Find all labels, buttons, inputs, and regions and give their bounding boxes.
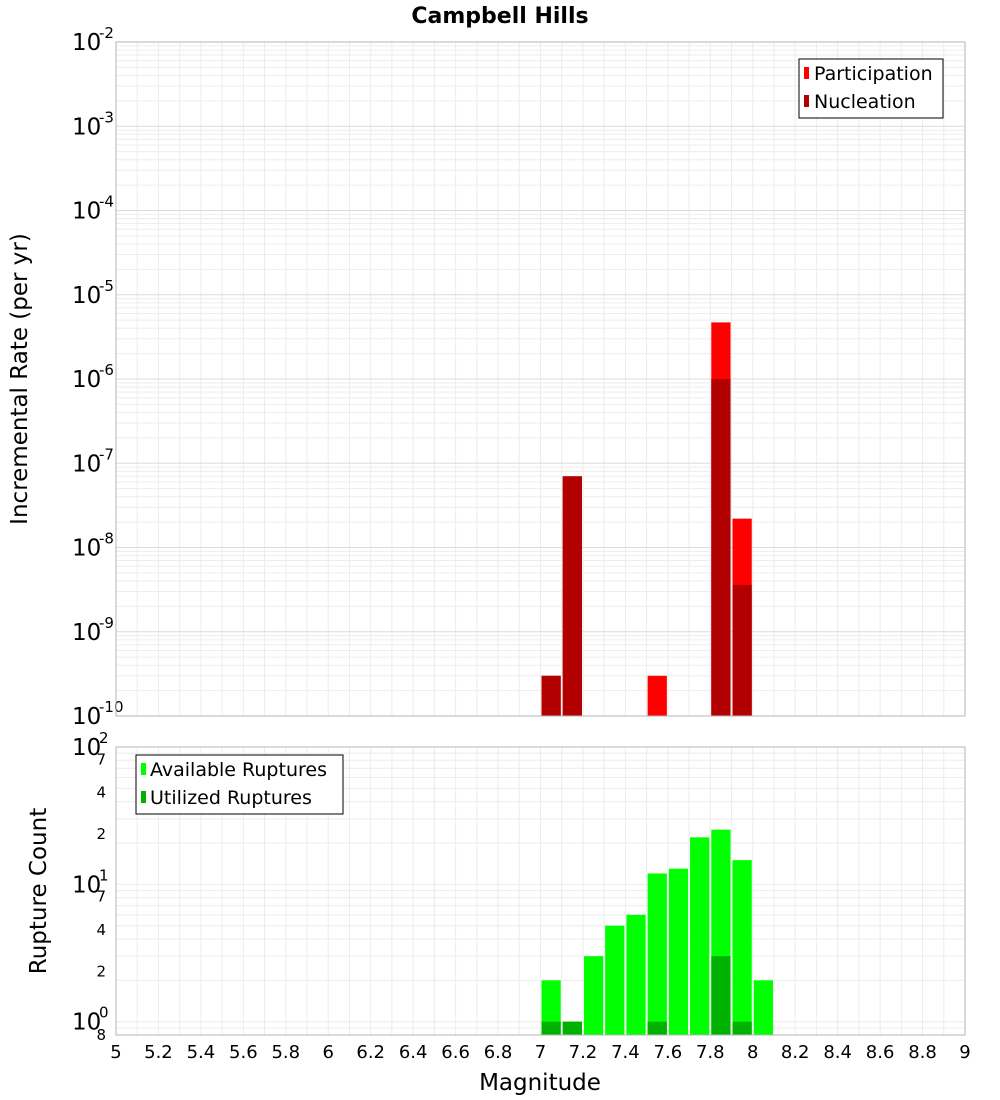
x-tick-label: 7.4	[611, 1042, 640, 1063]
utilized-ruptures-bar	[541, 1021, 561, 1035]
x-tick-label: 7.2	[569, 1042, 598, 1063]
count-y-minor-tick-label: 4	[96, 921, 106, 939]
count-y-minor-tick-label: 7	[96, 750, 106, 768]
legend-label-utilized: Utilized Ruptures	[150, 787, 312, 809]
rate-y-tick-exponent: -7	[99, 445, 114, 463]
rate-y-tick-label: 10	[72, 199, 101, 225]
available-ruptures-bar	[583, 956, 604, 1035]
count-y-tick-exponent: 2	[99, 729, 109, 747]
utilized-ruptures-bar	[732, 1021, 752, 1035]
available-ruptures-bar	[626, 914, 646, 1035]
rate-y-axis-label: Incremental Rate (per yr)	[7, 233, 33, 525]
x-tick-label: 7.6	[654, 1042, 683, 1063]
rate-y-tick-label: 10	[72, 451, 101, 477]
count-legend: Available Ruptures Utilized Ruptures	[135, 754, 344, 815]
available-ruptures-bar	[605, 925, 625, 1035]
legend-label-available: Available Ruptures	[150, 759, 327, 781]
rate-y-tick-exponent: -5	[99, 277, 114, 295]
rate-legend: Participation Nucleation	[798, 58, 944, 119]
x-tick-label: 9	[959, 1042, 970, 1063]
participation-bar	[647, 675, 667, 716]
count-y-minor-tick-label: 2	[96, 962, 106, 980]
x-tick-label: 8.4	[823, 1042, 852, 1063]
available-ruptures-bar	[690, 837, 710, 1035]
x-tick-label: 5.4	[187, 1042, 216, 1063]
rate-y-tick-label: 10	[72, 620, 101, 646]
x-tick-label: 5.6	[229, 1042, 258, 1063]
x-tick-label: 8.6	[866, 1042, 895, 1063]
available-ruptures-bar	[541, 980, 561, 1035]
rate-y-tick-exponent: -6	[99, 361, 114, 379]
rate-y-tick-label: 10	[72, 114, 101, 140]
nucleation-bar	[711, 379, 731, 716]
rate-y-tick-exponent: -8	[99, 530, 114, 548]
rate-y-tick-exponent: -9	[99, 614, 114, 632]
legend-swatch-utilized	[141, 791, 146, 803]
x-tick-label: 7.8	[696, 1042, 725, 1063]
count-y-minor-tick-label: 2	[96, 825, 106, 843]
x-tick-label: 8.2	[781, 1042, 810, 1063]
rate-y-tick-label: 10	[72, 30, 101, 56]
rate-y-tick-label: 10	[72, 704, 101, 730]
x-tick-label: 5.8	[271, 1042, 300, 1063]
available-ruptures-bar	[732, 860, 752, 1035]
utilized-ruptures-bar	[711, 956, 731, 1035]
rate-legend-box	[798, 58, 944, 119]
rate-y-tick-exponent: -4	[99, 193, 114, 211]
count-legend-box	[135, 754, 344, 815]
legend-swatch-available	[141, 763, 146, 775]
x-tick-label: 6.2	[356, 1042, 385, 1063]
x-tick-label: 5.2	[144, 1042, 173, 1063]
x-tick-label: 8	[747, 1042, 758, 1063]
count-bars	[541, 829, 773, 1035]
rate-plot-border	[115, 41, 966, 717]
x-tick-label: 6.8	[484, 1042, 513, 1063]
count-y-axis-label: Rupture Count	[26, 808, 52, 974]
count-y-minor-tick-label: 4	[96, 784, 106, 802]
nucleation-bar	[732, 584, 752, 716]
x-tick-label: 6	[323, 1042, 334, 1063]
x-axis-label: Magnitude	[479, 1070, 601, 1096]
available-ruptures-bar	[753, 980, 773, 1035]
count-y-tick-label: 10	[72, 872, 101, 898]
rate-y-tick-exponent: -2	[99, 24, 114, 42]
x-tick-label: 5	[110, 1042, 121, 1063]
rate-gridlines	[115, 42, 966, 717]
utilized-ruptures-bar	[562, 1021, 582, 1035]
count-y-minor-tick-label: 7	[96, 888, 106, 906]
utilized-ruptures-bar	[647, 1021, 667, 1035]
x-tick-label: 7	[535, 1042, 546, 1063]
count-y-tick-exponent: 0	[99, 1004, 109, 1022]
count-y-minor-tick-label: 8	[96, 1026, 106, 1044]
count-plot-border	[115, 746, 966, 1036]
legend-label-participation: Participation	[814, 63, 933, 85]
chart-title: Campbell Hills	[411, 4, 588, 29]
rate-y-tick-exponent: -10	[99, 698, 124, 716]
nucleation-bar	[541, 675, 561, 716]
count-y-tick-label: 10	[72, 1010, 101, 1036]
legend-swatch-nucleation	[804, 95, 809, 107]
x-tick-label: 6.6	[441, 1042, 470, 1063]
legend-label-nucleation: Nucleation	[814, 91, 916, 113]
rate-bars	[541, 322, 752, 716]
rate-y-tick-label: 10	[72, 536, 101, 562]
x-tick-label: 8.8	[908, 1042, 937, 1063]
count-y-tick-label: 10	[72, 735, 101, 761]
count-y-tick-exponent: 1	[99, 866, 109, 884]
x-ticks: 5 5.2 5.4 5.6 5.8 6 6.2 6.4 6.6 6.8 7 7.2 7.4 7.6 7.8 8…	[110, 1042, 970, 1063]
x-tick-label: 6.4	[399, 1042, 428, 1063]
available-ruptures-bar	[647, 873, 667, 1035]
nucleation-bar	[562, 476, 582, 716]
rate-y-tick-label: 10	[72, 283, 101, 309]
rate-y-tick-label: 10	[72, 367, 101, 393]
rate-y-tick-exponent: -3	[99, 108, 114, 126]
legend-swatch-participation	[804, 67, 809, 79]
available-ruptures-bar	[668, 868, 689, 1035]
